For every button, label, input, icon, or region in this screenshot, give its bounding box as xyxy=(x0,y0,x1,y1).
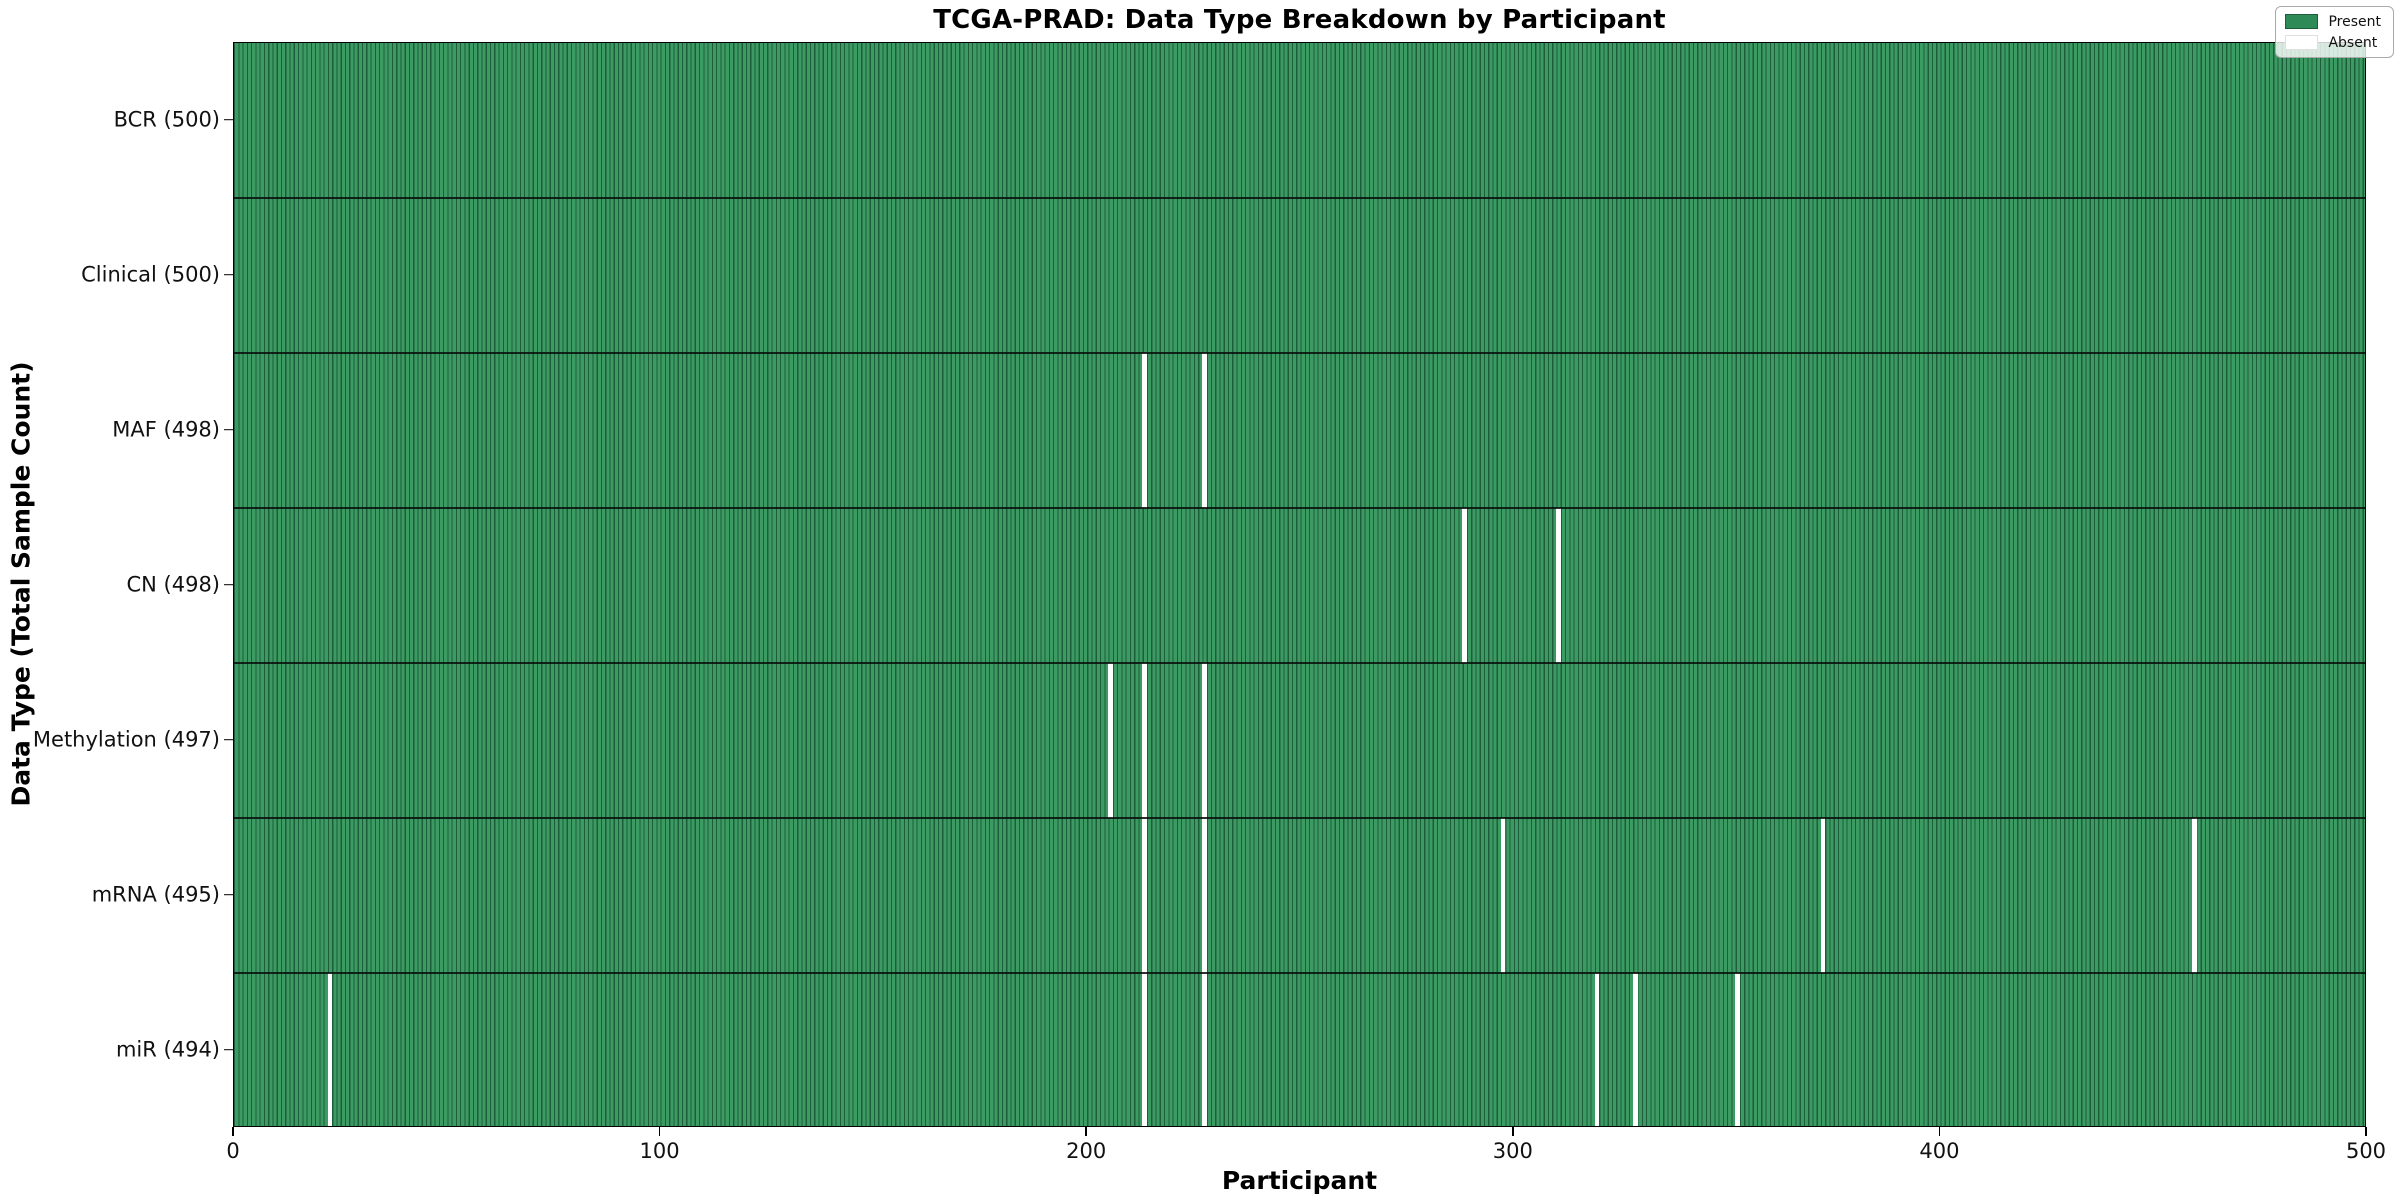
absent-gap xyxy=(1820,818,1826,973)
absent-gap xyxy=(1202,663,1207,818)
y-tick-label: Clinical (500) xyxy=(81,262,220,287)
absent-gap xyxy=(1462,508,1468,663)
data-type-row-clinical xyxy=(234,198,2365,353)
x-tick-mark xyxy=(1512,1127,1514,1136)
x-tick-label: 0 xyxy=(226,1139,240,1163)
data-type-row-mir xyxy=(234,973,2365,1126)
absent-gap xyxy=(1556,508,1561,663)
chart-title: TCGA-PRAD: Data Type Breakdown by Partic… xyxy=(933,5,1666,35)
absent-gap xyxy=(1142,663,1148,818)
legend-entry-absent: Absent xyxy=(2285,35,2381,50)
legend-label: Absent xyxy=(2328,34,2378,51)
legend-label: Present xyxy=(2328,13,2381,30)
x-tick-mark xyxy=(232,1127,234,1136)
data-type-row-bcr xyxy=(234,43,2365,198)
absent-gap xyxy=(1735,973,1741,1126)
absent-gap xyxy=(1108,663,1114,818)
x-axis-label: Participant xyxy=(1221,1166,1378,1195)
y-tick-mark xyxy=(224,118,233,121)
presence-bar-field xyxy=(234,43,2365,1126)
x-tick-mark xyxy=(658,1127,661,1136)
y-tick-label: Methylation (497) xyxy=(32,727,220,752)
y-tick-label: miR (494) xyxy=(115,1037,220,1062)
x-tick-label: 300 xyxy=(1492,1139,1533,1163)
absent-gap xyxy=(1142,973,1148,1126)
y-tick-label: mRNA (495) xyxy=(91,882,220,907)
y-tick-mark xyxy=(224,893,233,896)
legend-swatch-absent xyxy=(2285,35,2319,50)
x-tick-label: 400 xyxy=(1919,1139,1960,1163)
x-tick-mark xyxy=(1085,1127,1087,1136)
row-separator xyxy=(234,507,2365,509)
y-tick-mark xyxy=(224,583,233,586)
absent-gap xyxy=(2191,818,2197,973)
y-tick-label: CN (498) xyxy=(126,572,220,597)
row-separator xyxy=(234,197,2365,199)
absent-gap xyxy=(1142,818,1148,973)
y-tick-label: BCR (500) xyxy=(113,107,220,132)
legend-entry-present: Present xyxy=(2285,14,2381,29)
absent-gap xyxy=(1202,973,1207,1126)
x-tick-label: 100 xyxy=(639,1139,680,1163)
row-separator xyxy=(234,817,2365,819)
legend: Present Absent xyxy=(2275,6,2394,58)
absent-gap xyxy=(1202,818,1207,973)
x-tick-label: 500 xyxy=(2345,1139,2387,1163)
x-tick-label: 200 xyxy=(1066,1139,1107,1163)
data-type-row-maf xyxy=(234,353,2365,508)
y-tick-mark xyxy=(224,428,233,431)
absent-gap xyxy=(1632,973,1638,1126)
absent-gap xyxy=(1594,973,1600,1126)
absent-gap xyxy=(1500,818,1506,973)
plot-area xyxy=(233,42,2366,1127)
data-type-row-methylation xyxy=(234,663,2365,818)
y-tick-mark xyxy=(224,273,233,276)
absent-gap xyxy=(327,973,333,1126)
absent-gap xyxy=(1202,353,1207,508)
data-type-row-mrna xyxy=(234,818,2365,973)
y-tick-mark xyxy=(224,1048,233,1051)
y-tick-mark xyxy=(224,738,233,741)
absent-gap xyxy=(1142,353,1148,508)
x-tick-mark xyxy=(1938,1127,1941,1136)
data-type-row-cn xyxy=(234,508,2365,663)
row-separator xyxy=(234,352,2365,354)
y-tick-label: MAF (498) xyxy=(112,417,220,442)
legend-swatch-present xyxy=(2285,14,2319,29)
row-separator xyxy=(234,972,2365,974)
row-separator xyxy=(234,662,2365,664)
x-tick-mark xyxy=(2365,1127,2367,1136)
